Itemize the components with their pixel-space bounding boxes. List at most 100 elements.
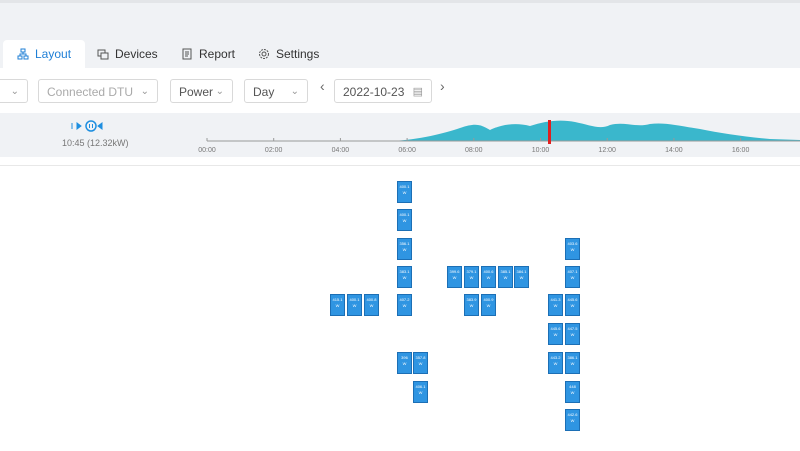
panel-power: 407.2 bbox=[399, 297, 410, 302]
panel[interactable]: 385.1 W bbox=[498, 266, 513, 288]
tab[interactable]: Report bbox=[181, 40, 235, 68]
panel[interactable]: 400.1 W bbox=[397, 209, 412, 231]
next-button[interactable]: › bbox=[440, 78, 445, 94]
panel[interactable]: 407.2 W bbox=[397, 294, 412, 316]
panel[interactable]: 400.1 W bbox=[347, 294, 362, 316]
panel[interactable]: 441.3 W bbox=[548, 294, 563, 316]
panel-unit: W bbox=[553, 303, 558, 308]
dropdown[interactable]: Day ⌄ bbox=[244, 79, 308, 103]
panel-unit: W bbox=[570, 275, 575, 280]
tick-label: 02:00 bbox=[265, 147, 283, 154]
tab[interactable]: Settings bbox=[258, 40, 319, 68]
panel-unit: W bbox=[570, 247, 575, 252]
panel-unit: W bbox=[570, 303, 575, 308]
panel-power: 400.1 bbox=[349, 297, 360, 302]
panel-unit: W bbox=[570, 390, 575, 395]
play-button[interactable] bbox=[85, 120, 97, 132]
panel[interactable]: 445.6 W bbox=[548, 323, 563, 345]
panel-unit: W bbox=[369, 303, 374, 308]
prev-button[interactable]: ‹ bbox=[320, 78, 325, 94]
panel-unit: W bbox=[486, 303, 491, 308]
tick-label: 00:00 bbox=[198, 147, 216, 154]
panel-power: 400.9 bbox=[483, 297, 494, 302]
panel-power: 356.1 bbox=[399, 241, 410, 246]
panel[interactable]: 415.1 W bbox=[330, 294, 345, 316]
panel-power: 441.3 bbox=[550, 297, 561, 302]
panel-power: 379.1 bbox=[466, 269, 477, 274]
panel[interactable]: 442.6 W bbox=[565, 409, 580, 431]
dropdown[interactable]: Power ⌄ bbox=[170, 79, 233, 103]
tab[interactable]: Layout bbox=[3, 40, 86, 68]
panel-power: 400.1 bbox=[399, 184, 410, 189]
panel-unit: W bbox=[570, 361, 575, 366]
skip-controls[interactable] bbox=[71, 122, 103, 130]
panel-power: 386.1 bbox=[567, 355, 578, 360]
panel-power: 384.1 bbox=[516, 269, 527, 274]
panel[interactable]: 357.8 W bbox=[413, 352, 428, 374]
panel-power: 385.1 bbox=[500, 269, 511, 274]
panel[interactable]: 400.9 W bbox=[481, 294, 496, 316]
panel-unit: W bbox=[402, 190, 407, 195]
date-label: 2022-10-23 bbox=[343, 85, 405, 99]
dropdown-label: Day bbox=[253, 85, 275, 99]
panel-power: 443.2 bbox=[550, 355, 561, 360]
panel[interactable]: 407.1 W bbox=[565, 266, 580, 288]
panel-unit: W bbox=[553, 332, 558, 337]
tab[interactable]: Devices bbox=[97, 40, 158, 68]
panel[interactable]: 400.8 W bbox=[364, 294, 379, 316]
icon bbox=[17, 48, 29, 60]
panel-power: 357.8 bbox=[415, 355, 426, 360]
panel[interactable]: 443.2 W bbox=[548, 352, 563, 374]
dropdown-label: Power bbox=[179, 85, 214, 99]
pause-icon bbox=[89, 124, 93, 128]
tab-label: Settings bbox=[276, 47, 320, 61]
panel[interactable]: 406.1 W bbox=[413, 381, 428, 403]
tick-label: 08:00 bbox=[465, 147, 483, 154]
panel-power: 383.1 bbox=[399, 269, 410, 274]
panel-unit: W bbox=[402, 303, 407, 308]
panel-unit: W bbox=[486, 275, 491, 280]
panel-power: 403.6 bbox=[567, 241, 578, 246]
panel-power: 396 bbox=[401, 355, 408, 360]
dropdown[interactable]: Connected DTU ⌄ bbox=[38, 79, 158, 103]
panel-unit: W bbox=[503, 275, 508, 280]
panel-unit: W bbox=[402, 247, 407, 252]
dropdown[interactable]: ⌄ bbox=[0, 79, 28, 103]
tab-label: Layout bbox=[35, 47, 72, 61]
panel[interactable]: 400.6 W bbox=[481, 266, 496, 288]
icon bbox=[182, 48, 192, 60]
panel[interactable]: 386.1 W bbox=[565, 352, 580, 374]
panel-power: 415.1 bbox=[332, 297, 343, 302]
panel[interactable]: 383.1 W bbox=[397, 266, 412, 288]
panel[interactable]: 384.1 W bbox=[514, 266, 529, 288]
layout-canvas: 400.1 W 400.1 W 356.1 W 383.1 W 407.2 W 396 W 357.8 W… bbox=[0, 165, 800, 451]
panel[interactable]: 383.9 W bbox=[464, 294, 479, 316]
date-picker[interactable]: 2022-10-23 ▤ bbox=[334, 79, 432, 103]
panel[interactable]: 379.1 W bbox=[464, 266, 479, 288]
panel[interactable]: 448 W bbox=[565, 381, 580, 403]
panel[interactable]: 399.6 W bbox=[447, 266, 462, 288]
current-time: 10:45 (12.32kW) bbox=[62, 138, 129, 148]
panel-power: 447.5 bbox=[567, 326, 578, 331]
tab-bar: Layout Devices Report Settings bbox=[0, 36, 800, 68]
panel-unit: W bbox=[402, 275, 407, 280]
tab-label: Report bbox=[199, 47, 236, 61]
panel-unit: W bbox=[469, 275, 474, 280]
timeline: 00:00 02:00 04:00 06:00 08:00 10:00 12:00 14:00… bbox=[0, 113, 800, 157]
panel[interactable]: 447.5 W bbox=[565, 323, 580, 345]
power-area bbox=[390, 120, 800, 141]
panel-unit: W bbox=[402, 218, 407, 223]
time-cursor[interactable] bbox=[548, 120, 551, 144]
panel-unit: W bbox=[352, 303, 357, 308]
tick-label: 06:00 bbox=[398, 147, 416, 154]
panel[interactable]: 445.6 W bbox=[565, 294, 580, 316]
panel[interactable]: 403.6 W bbox=[565, 238, 580, 260]
panel[interactable]: 396 W bbox=[397, 352, 412, 374]
panel-unit: W bbox=[402, 361, 407, 366]
panel[interactable]: 400.1 W bbox=[397, 181, 412, 203]
panel[interactable]: 356.1 W bbox=[397, 238, 412, 260]
tick-label: 12:00 bbox=[598, 147, 616, 154]
filter-bar: ⌄ Connected DTU ⌄ Power ⌄ Day ⌄ 2022-10-23 ▤ bbox=[0, 68, 800, 113]
panel-unit: W bbox=[452, 275, 457, 280]
